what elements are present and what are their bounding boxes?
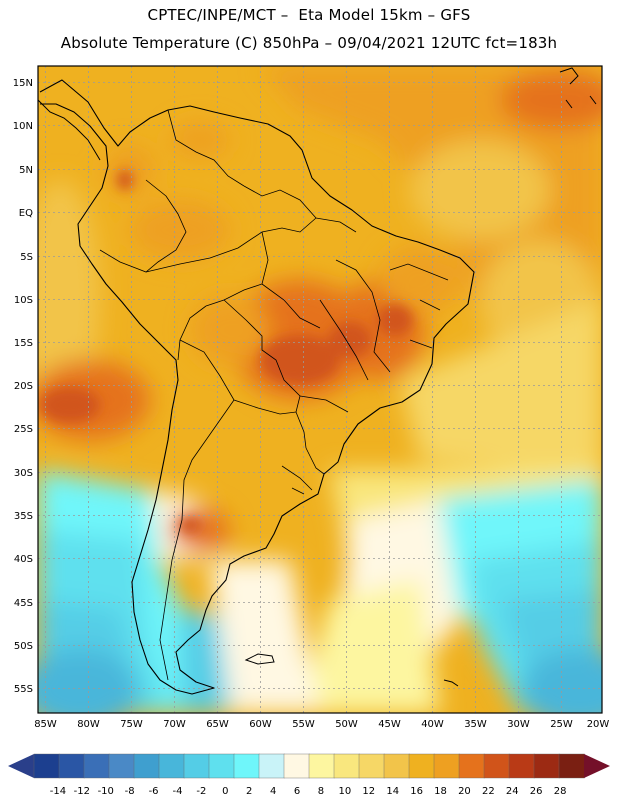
title-line-2: Absolute Temperature (C) 850hPa – 09/04/…: [60, 34, 558, 52]
colorbar-label: 26: [530, 786, 543, 797]
lon-label: 70W: [163, 719, 186, 730]
lat-label: 15S: [14, 338, 33, 349]
lat-label: 35S: [14, 511, 33, 522]
temperature-field: [38, 66, 602, 713]
colorbar-cell: [458, 753, 485, 779]
temperature-map: 15N 10N 5N EQ 5S 10S 15S 20S 25S 30S 35S…: [13, 65, 609, 730]
colorbar-cell: [208, 753, 235, 779]
colorbar-cell: [508, 753, 535, 779]
lat-label: 25S: [14, 424, 33, 435]
lat-label: 10N: [13, 121, 33, 132]
south-america-coastline: [39, 79, 475, 695]
lat-label: EQ: [19, 208, 33, 219]
colorbar-cell: [308, 753, 335, 779]
colorbar-cell: [233, 753, 260, 779]
graticule: [38, 66, 602, 713]
colorbar-cell: [33, 753, 60, 779]
colorbar-label: 8: [318, 786, 324, 797]
falkland-islands: [244, 653, 275, 665]
colorbar-label: 4: [270, 786, 276, 797]
colorbar-low-arrow: [8, 754, 34, 778]
colorbar-cell: [558, 753, 585, 779]
lat-label: 15N: [13, 78, 33, 89]
colorbar-cell: [333, 753, 360, 779]
central-america-coastline: [38, 99, 101, 161]
colorbar-cell: [283, 753, 310, 779]
colorbar-cell: [83, 753, 110, 779]
colorbar-cell: [433, 753, 460, 779]
south-georgia: [443, 679, 459, 687]
lat-label: 50S: [14, 641, 33, 652]
colorbar-label: -6: [149, 786, 159, 797]
colorbar-cell: [483, 753, 510, 779]
caribbean-islands: [559, 67, 597, 109]
colorbar-cell: [408, 753, 435, 779]
colorbar-label: 0: [222, 786, 228, 797]
colorbar-high-arrow: [584, 754, 610, 778]
lon-label: 40W: [421, 719, 444, 730]
lat-label: 30S: [14, 468, 33, 479]
colorbar-cell: [183, 753, 210, 779]
colorbar-label: -4: [172, 786, 182, 797]
lon-label: 75W: [120, 719, 143, 730]
lon-label: 45W: [378, 719, 401, 730]
colorbar-cells: [33, 753, 585, 779]
colorbar-label: -8: [125, 786, 135, 797]
colorbar: -14 -12 -10 -8 -6 -4 -2 0 2 4 6 8 10 12 14 16 18 20 22 24 26…: [8, 753, 610, 797]
lon-label: 55W: [292, 719, 315, 730]
map-frame: [37, 65, 603, 714]
lon-label: 65W: [206, 719, 229, 730]
colorbar-label: 14: [386, 786, 399, 797]
colorbar-label: 22: [482, 786, 495, 797]
title-line-1: CPTEC/INPE/MCT – Eta Model 15km – GFS: [147, 6, 471, 24]
lon-label: 30W: [507, 719, 530, 730]
colorbar-cell: [358, 753, 385, 779]
colorbar-label: -12: [74, 786, 90, 797]
colorbar-cell: [58, 753, 85, 779]
lon-label: 20W: [587, 719, 610, 730]
colorbar-cell: [133, 753, 160, 779]
colorbar-label: 2: [246, 786, 252, 797]
lat-label: 20S: [14, 381, 33, 392]
colorbar-label: 24: [506, 786, 519, 797]
colorbar-label: 16: [410, 786, 423, 797]
lon-label: 60W: [249, 719, 272, 730]
colorbar-cell: [108, 753, 135, 779]
lon-label: 85W: [34, 719, 57, 730]
lat-label: 5S: [20, 252, 33, 263]
lon-label: 35W: [464, 719, 487, 730]
lat-label: 45S: [14, 598, 33, 609]
colorbar-cell: [383, 753, 410, 779]
colorbar-label: 28: [554, 786, 567, 797]
colorbar-cell: [533, 753, 560, 779]
colorbar-label: -2: [196, 786, 206, 797]
colorbar-label: 18: [434, 786, 447, 797]
lat-label: 40S: [14, 554, 33, 565]
country-borders: [99, 109, 449, 681]
colorbar-label: -14: [50, 786, 66, 797]
lon-label: 80W: [77, 719, 100, 730]
colorbar-label: 20: [458, 786, 471, 797]
colorbar-label: -10: [98, 786, 114, 797]
colorbar-cell: [158, 753, 185, 779]
colorbar-label: 6: [294, 786, 300, 797]
colorbar-label: 12: [362, 786, 375, 797]
latitude-labels: 15N 10N 5N EQ 5S 10S 15S 20S 25S 30S 35S…: [13, 78, 33, 695]
colorbar-cell: [258, 753, 285, 779]
lon-label: 25W: [550, 719, 573, 730]
lat-label: 55S: [14, 684, 33, 695]
colorbar-label: 10: [339, 786, 352, 797]
lon-label: 50W: [335, 719, 358, 730]
lat-label: 5N: [19, 165, 33, 176]
colorbar-labels: -14 -12 -10 -8 -6 -4 -2 0 2 4 6 8 10 12 14 16 18 20 22 24 26…: [50, 786, 567, 797]
longitude-labels: 85W 80W 75W 70W 65W 60W 55W 50W 45W 40W …: [34, 719, 609, 730]
lat-label: 10S: [14, 295, 33, 306]
